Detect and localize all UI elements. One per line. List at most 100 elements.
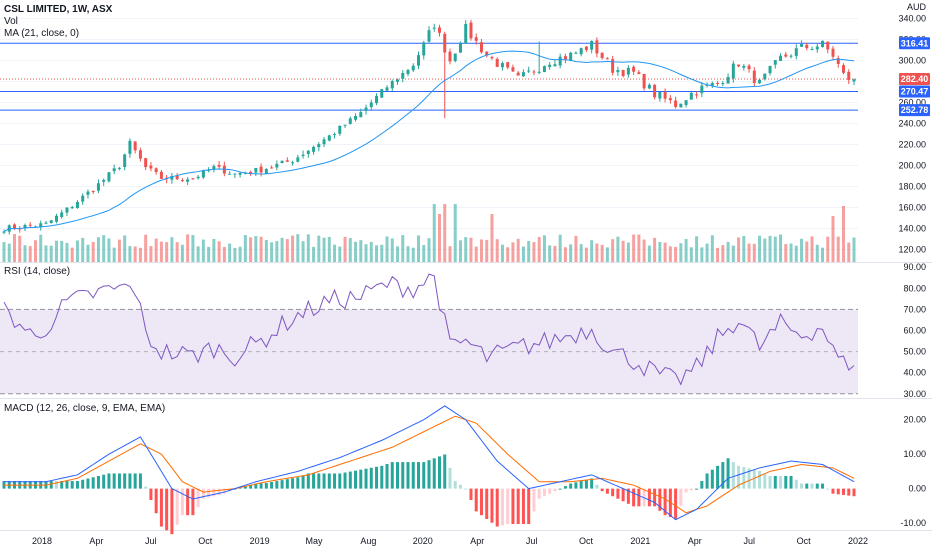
macd-histogram-bar	[773, 475, 777, 489]
macd-histogram-bar	[679, 488, 683, 506]
volume-bar	[637, 234, 641, 262]
rsi-legend: RSI (14, close)	[4, 266, 71, 277]
volume-bar	[369, 241, 373, 262]
macd-histogram-bar	[54, 481, 58, 489]
macd-histogram-bar	[595, 484, 599, 489]
candle-body	[831, 48, 835, 57]
candle-body	[805, 44, 809, 49]
macd-histogram-bar	[159, 488, 163, 527]
macd-histogram-bar	[217, 488, 221, 495]
candle-body	[417, 55, 421, 66]
volume-bar	[280, 237, 284, 262]
candle-body	[574, 52, 578, 54]
price-tick-label: 240.00	[898, 119, 926, 129]
candle-body	[647, 84, 651, 89]
macd-histogram-bar	[605, 488, 609, 494]
volume-bar	[763, 238, 767, 262]
candle-body	[810, 48, 814, 50]
macd-histogram-bar	[768, 475, 772, 489]
macd-histogram-bar	[312, 473, 316, 489]
candle-body	[815, 46, 819, 50]
volume-bar	[81, 237, 85, 262]
macd-histogram-bar	[695, 488, 699, 490]
macd-histogram-bar	[380, 465, 384, 489]
macd-histogram-bar	[133, 473, 137, 489]
macd-histogram-bar	[354, 470, 358, 489]
price-badge-label: 270.47	[901, 87, 929, 97]
candle-body	[369, 102, 373, 108]
macd-histogram-bar	[474, 488, 478, 512]
volume-bar	[658, 241, 662, 262]
candle-body	[537, 71, 541, 73]
macd-tick-label: 20.00	[903, 415, 926, 425]
volume-bar	[590, 240, 594, 262]
macd-histogram-bar	[369, 467, 373, 489]
macd-histogram-bar	[348, 471, 352, 489]
price-badge	[899, 104, 930, 117]
rsi-tick-label: 70.00	[903, 304, 926, 314]
candle-body	[159, 171, 163, 179]
candle-body	[123, 154, 127, 168]
macd-histogram-bar	[291, 478, 295, 489]
candle-body	[458, 43, 462, 53]
macd-histogram-bar	[810, 483, 814, 489]
volume-bar	[479, 239, 483, 262]
candle-body	[259, 166, 263, 173]
volume-bar	[91, 241, 95, 262]
time-tick-label: 2021	[630, 536, 650, 546]
volume-bar	[306, 234, 310, 262]
rsi-tick-label: 80.00	[903, 283, 926, 293]
candle-body	[826, 41, 830, 50]
candle-body	[532, 71, 536, 73]
candle-body	[212, 166, 216, 170]
volume-bar	[563, 247, 567, 262]
currency-label: AUD	[907, 2, 927, 12]
candle-body	[380, 89, 384, 98]
candle-body	[763, 73, 767, 80]
volume-bar	[112, 247, 116, 262]
time-tick-label: Jul	[743, 536, 755, 546]
macd-histogram-bar	[779, 475, 783, 489]
candle-body	[726, 77, 730, 84]
candle-body	[779, 55, 783, 61]
candle-body	[296, 157, 300, 162]
macd-histogram-bar	[448, 467, 452, 489]
macd-histogram-bar	[359, 469, 363, 489]
macd-histogram-bar	[401, 462, 405, 489]
macd-histogram-bar	[700, 481, 704, 489]
candle-body	[65, 207, 69, 213]
macd-histogram-bar	[149, 488, 153, 501]
macd-histogram-bar	[201, 488, 205, 499]
volume-bar	[380, 244, 384, 262]
volume-bar	[448, 246, 452, 262]
macd-histogram-bar	[469, 488, 473, 501]
macd-histogram-bar	[458, 484, 462, 489]
candle-body	[427, 30, 431, 42]
candle-body	[411, 65, 415, 71]
macd-histogram-bar	[191, 488, 195, 516]
candle-body	[700, 85, 704, 94]
candle-body	[275, 163, 279, 168]
candle-body	[716, 82, 720, 84]
macd-histogram-bar	[632, 488, 636, 507]
candle-body	[133, 141, 137, 151]
macd-histogram-bar	[243, 486, 247, 489]
volume-bar	[821, 247, 825, 262]
volume-bar	[836, 236, 840, 262]
volume-bar	[296, 234, 300, 262]
volume-bar	[65, 242, 69, 262]
macd-histogram-bar	[96, 475, 100, 489]
volume-bar	[579, 244, 583, 262]
volume-bar	[611, 239, 615, 262]
macd-histogram-bar	[716, 465, 720, 489]
macd-histogram-bar	[611, 488, 615, 497]
macd-histogram-bar	[417, 462, 421, 489]
macd-line	[4, 405, 855, 521]
macd-histogram-bar	[658, 488, 662, 511]
candle-body	[270, 167, 274, 169]
volume-bar	[128, 246, 132, 262]
volume-bar	[348, 238, 352, 262]
volume-bar	[285, 239, 289, 262]
macd-histogram-bar	[275, 481, 279, 489]
candle-body	[432, 27, 436, 29]
